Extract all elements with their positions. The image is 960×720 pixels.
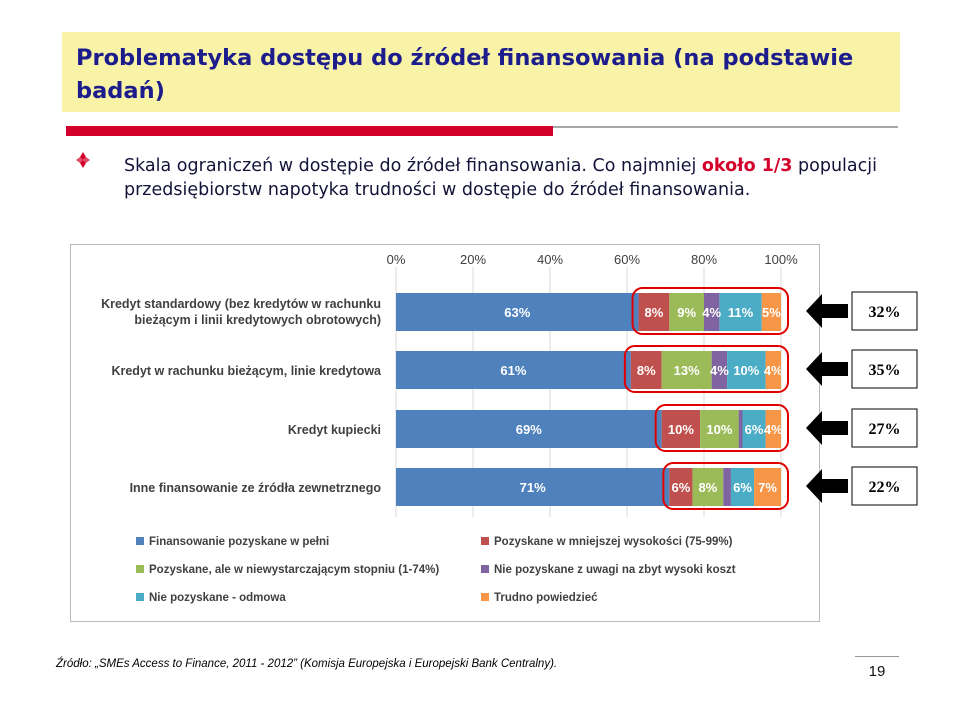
legend-swatch bbox=[481, 537, 489, 545]
category-label: Kredyt standardowy (bez kredytów w rachu… bbox=[101, 297, 381, 327]
data-label: 1% bbox=[732, 395, 750, 409]
x-tick-label: 0% bbox=[387, 252, 406, 267]
legend-label: Nie pozyskane - odmowa bbox=[149, 592, 286, 604]
legend-swatch bbox=[136, 593, 144, 601]
x-tick-label: 100% bbox=[764, 252, 798, 267]
legend-label: Pozyskane w mniejszej wysokości (75-99%) bbox=[494, 536, 733, 548]
data-label: 4% bbox=[702, 305, 721, 320]
data-label: 4% bbox=[764, 422, 783, 437]
callout-box bbox=[851, 466, 918, 506]
bullet-lead-text: Skala ograniczeń w dostępie do źródeł fi… bbox=[124, 156, 702, 176]
legend-label: Finansowanie pozyskane w pełni bbox=[149, 536, 329, 548]
data-label: 9% bbox=[677, 305, 696, 320]
title-divider-red bbox=[66, 126, 553, 136]
data-label: 8% bbox=[637, 363, 656, 378]
slide-title: Problematyka dostępu do źródeł finansowa… bbox=[76, 45, 854, 104]
legend-label: Nie pozyskane z uwagi na zbyt wysoki kos… bbox=[494, 564, 736, 576]
legend-label: Trudno powiedzieć bbox=[494, 592, 598, 604]
data-label: 6% bbox=[672, 480, 691, 495]
data-label: 10% bbox=[733, 363, 759, 378]
category-label: Kredyt w rachunku bieżącym, linie kredyt… bbox=[111, 364, 382, 378]
data-label: 6% bbox=[733, 480, 752, 495]
bar-segment bbox=[396, 468, 670, 506]
bar-segment bbox=[396, 410, 662, 448]
bullet-highlight-text: około 1/3 bbox=[701, 156, 793, 176]
data-label: 71% bbox=[520, 480, 546, 495]
source-footnote: Źródło: „SMEs Access to Finance, 2011 - … bbox=[56, 658, 558, 670]
stacked-bar-chart: 0% 20% 40% 60% 80% 100% Kredyt standardowy (be… bbox=[101, 252, 798, 604]
bullet-paragraph: Skala ograniczeń w dostępie do źródeł fi… bbox=[124, 154, 914, 202]
bar-segment bbox=[723, 468, 731, 506]
x-tick-label: 60% bbox=[614, 252, 640, 267]
data-label: 4% bbox=[764, 363, 783, 378]
data-label: 61% bbox=[500, 363, 526, 378]
callout-box bbox=[851, 291, 918, 331]
chart-frame: 0% 20% 40% 60% 80% 100% Kredyt standardowy (be… bbox=[70, 244, 820, 622]
data-label: 11% bbox=[728, 305, 754, 320]
title-divider-grey bbox=[553, 126, 898, 128]
callout-value: 22% bbox=[869, 479, 901, 496]
bar-segment bbox=[396, 351, 631, 389]
callout-value: 32% bbox=[869, 304, 901, 321]
data-label: 5% bbox=[762, 305, 781, 320]
data-label: 7% bbox=[758, 480, 777, 495]
callout-box bbox=[851, 408, 918, 448]
callout-box bbox=[851, 349, 918, 389]
legend-swatch bbox=[136, 565, 144, 573]
data-label: 13% bbox=[674, 363, 700, 378]
data-label: 8% bbox=[698, 480, 717, 495]
page-number: 19 bbox=[855, 656, 899, 690]
category-label: Inne finansowanie ze źródła zewnetrznego bbox=[130, 481, 382, 495]
legend-label: Pozyskane, ale w niewystarczającym stopn… bbox=[149, 564, 439, 576]
x-tick-label: 40% bbox=[537, 252, 563, 267]
data-label: 10% bbox=[706, 422, 732, 437]
x-tick-label: 20% bbox=[460, 252, 486, 267]
data-label: 6% bbox=[745, 422, 764, 437]
category-label-line: Kredyt standardowy (bez kredytów w rachu… bbox=[101, 297, 381, 311]
data-label: 69% bbox=[516, 422, 542, 437]
bar-segment bbox=[738, 410, 743, 448]
legend-swatch bbox=[481, 593, 489, 601]
data-label: 2% bbox=[718, 453, 736, 467]
legend-swatch bbox=[481, 565, 489, 573]
data-label: 63% bbox=[504, 305, 530, 320]
x-tick-label: 80% bbox=[691, 252, 717, 267]
callout-value: 35% bbox=[869, 362, 901, 379]
category-label-line: bieżącym i linii kredytowych obrotowych) bbox=[134, 313, 381, 327]
category-label: Kredyt kupiecki bbox=[288, 423, 381, 437]
bar-segment bbox=[396, 293, 639, 331]
data-label: 4% bbox=[710, 363, 729, 378]
title-box: Problematyka dostępu do źródeł finansowa… bbox=[62, 32, 900, 112]
legend-swatch bbox=[136, 537, 144, 545]
diamond-bullet-icon bbox=[76, 152, 90, 168]
bullet-tail-text: populacji przedsiębiorstw napotyka trudn… bbox=[124, 156, 877, 200]
data-label: 10% bbox=[668, 422, 694, 437]
data-label: 8% bbox=[645, 305, 664, 320]
callout-value: 27% bbox=[869, 421, 901, 438]
